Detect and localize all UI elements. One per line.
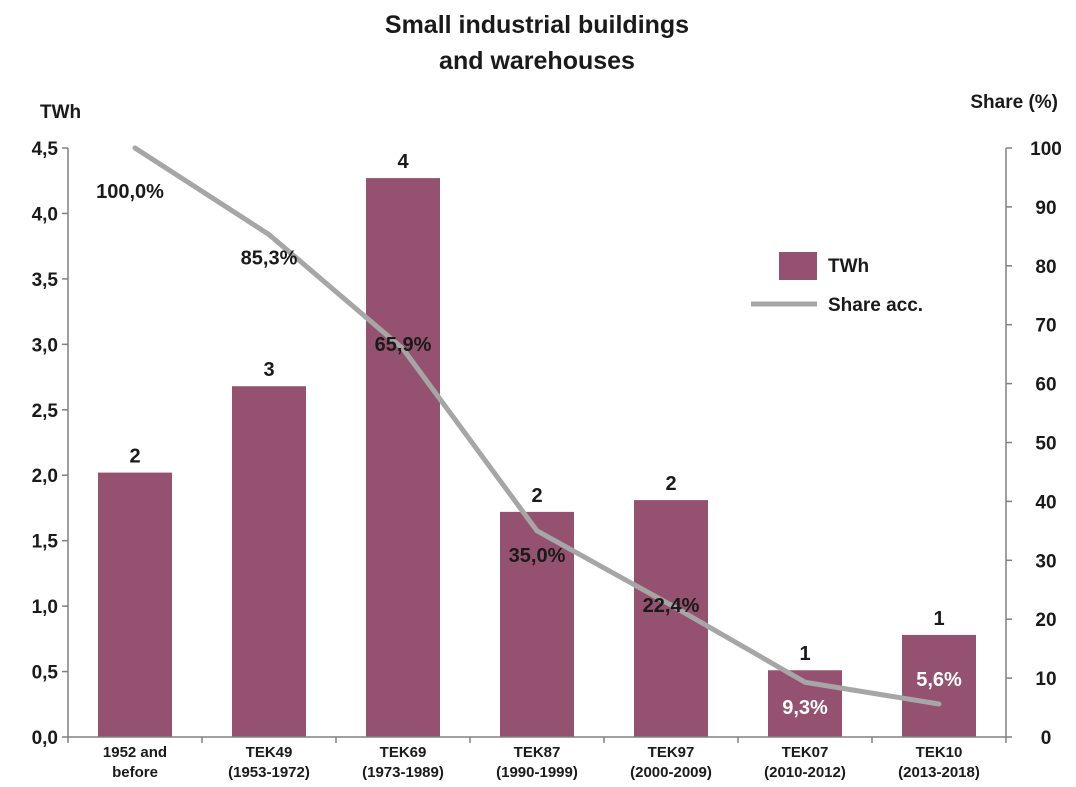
share-value-label-6: 5,6% — [916, 669, 962, 691]
bar-1 — [232, 386, 306, 737]
bar-value-label-3: 2 — [531, 485, 542, 507]
x-tick-label-1-line-1: TEK49 — [246, 744, 293, 761]
share-point-1 — [267, 233, 271, 237]
right-tick-label-5: 50 — [1035, 434, 1056, 455]
left-tick-label-5: 2,5 — [32, 401, 59, 422]
x-tick-label-0-line-1: 1952 and — [103, 744, 167, 761]
right-axis-title: Share (%) — [970, 92, 1058, 113]
bar-value-label-6: 1 — [933, 608, 944, 630]
left-tick-label-1: 0,5 — [32, 663, 59, 684]
share-value-label-0: 100,0% — [96, 181, 164, 203]
bar-value-label-4: 2 — [665, 473, 676, 495]
x-tick-label-0-line-2: before — [112, 764, 158, 781]
left-tick-label-6: 3,0 — [32, 335, 58, 356]
right-tick-label-10: 100 — [1030, 139, 1062, 160]
left-axis-title: TWh — [40, 102, 81, 123]
right-tick-label-4: 40 — [1035, 492, 1056, 513]
chart-title-line-2: and warehouses — [439, 47, 635, 75]
legend-label-twh: TWh — [828, 256, 869, 277]
share-point-2 — [401, 347, 405, 351]
legend-swatch-twh — [779, 252, 817, 280]
legend: TWh Share acc. — [751, 252, 923, 316]
bar-6 — [902, 634, 976, 737]
data-labels: 2 3 4 2 2 1 1 100,0% 85,3% 65,9% 35,0% 22,4% 9,3% 5,6… — [96, 151, 962, 719]
x-tick-label-4-line-2: (2000-2009) — [630, 764, 712, 781]
bar-value-label-0: 2 — [129, 446, 140, 468]
x-tick-label-1-line-2: (1953-1972) — [228, 764, 310, 781]
share-point-5 — [803, 680, 807, 684]
right-tick-label-6: 60 — [1035, 375, 1056, 396]
share-point-4 — [669, 603, 673, 607]
x-tick-label-5-line-2: (2010-2012) — [764, 764, 846, 781]
bar-value-label-1: 3 — [263, 359, 274, 381]
right-tick-label-3: 30 — [1035, 551, 1056, 572]
share-value-label-4: 22,4% — [643, 595, 700, 617]
right-tick-label-1: 10 — [1035, 669, 1056, 690]
share-point-0 — [133, 146, 137, 150]
x-tick-label-6-line-2: (2013-2018) — [898, 764, 980, 781]
share-point-3 — [535, 529, 539, 533]
x-tick-label-5-line-1: TEK07 — [782, 744, 829, 761]
x-tick-label-2-line-1: TEK69 — [380, 744, 427, 761]
line-series — [132, 145, 942, 707]
right-tick-label-7: 70 — [1035, 316, 1056, 337]
left-tick-label-4: 2,0 — [32, 466, 58, 487]
bar-3 — [500, 511, 574, 737]
bar-2 — [366, 178, 440, 738]
left-tick-label-0: 0,0 — [32, 728, 58, 749]
right-tick-label-9: 90 — [1035, 198, 1056, 219]
axes: 0,0 0,5 1,0 1,5 2,0 2,5 3,0 3,5 4,0 4,5 0 10 20 30 40 5… — [32, 139, 1062, 781]
right-tick-label-0: 0 — [1041, 728, 1052, 749]
left-tick-label-3: 1,5 — [32, 532, 59, 553]
right-tick-label-2: 20 — [1035, 610, 1056, 631]
bar-value-label-5: 1 — [799, 643, 810, 665]
x-tick-label-6-line-1: TEK10 — [916, 744, 963, 761]
left-tick-label-8: 4,0 — [32, 204, 58, 225]
bar-series — [98, 178, 976, 738]
legend-label-share: Share acc. — [828, 295, 923, 316]
share-value-label-5: 9,3% — [782, 697, 828, 719]
share-point-6 — [937, 702, 941, 706]
x-tick-label-3-line-2: (1990-1999) — [496, 764, 578, 781]
left-tick-label-9: 4,5 — [32, 139, 59, 160]
x-tick-label-3-line-1: TEK87 — [514, 744, 561, 761]
x-tick-label-4-line-1: TEK97 — [648, 744, 695, 761]
right-tick-label-8: 80 — [1035, 257, 1056, 278]
x-tick-label-2-line-2: (1973-1989) — [362, 764, 444, 781]
share-value-label-3: 35,0% — [509, 545, 566, 567]
bar-value-label-2: 4 — [397, 151, 409, 173]
share-value-label-2: 65,9% — [375, 334, 432, 356]
left-tick-label-7: 3,5 — [32, 270, 59, 291]
bar-0 — [98, 472, 172, 737]
chart-title-line-1: Small industrial buildings — [385, 11, 689, 39]
left-tick-label-2: 1,0 — [32, 597, 58, 618]
share-value-label-1: 85,3% — [241, 248, 298, 270]
